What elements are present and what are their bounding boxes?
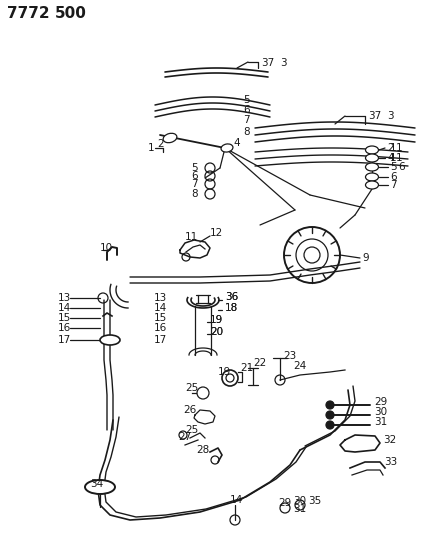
Text: 36: 36 [225, 292, 238, 302]
Ellipse shape [85, 480, 115, 494]
Text: 6: 6 [398, 162, 405, 172]
Ellipse shape [366, 173, 378, 181]
Text: 30: 30 [374, 407, 387, 417]
Text: 6: 6 [243, 105, 250, 115]
Text: 20: 20 [210, 327, 223, 337]
Text: 25: 25 [185, 425, 198, 435]
Text: 28: 28 [196, 445, 209, 455]
Text: 36: 36 [225, 292, 238, 302]
Text: 8: 8 [243, 127, 250, 137]
Text: 22: 22 [253, 358, 266, 368]
Text: 25: 25 [185, 383, 198, 393]
Text: 3: 3 [280, 58, 287, 68]
Text: 9: 9 [362, 253, 369, 263]
Text: 7772: 7772 [7, 6, 50, 21]
Text: 24: 24 [293, 361, 306, 371]
Circle shape [326, 411, 334, 419]
Text: 29: 29 [374, 397, 387, 407]
Text: 31: 31 [293, 504, 306, 514]
Text: 7: 7 [243, 115, 250, 125]
Text: 19: 19 [210, 315, 223, 325]
Ellipse shape [163, 133, 177, 143]
Text: 14: 14 [154, 303, 167, 313]
Text: 33: 33 [384, 457, 397, 467]
Text: 34: 34 [90, 479, 103, 489]
Ellipse shape [100, 335, 120, 345]
Text: 12: 12 [210, 228, 223, 238]
Text: 11: 11 [185, 232, 198, 242]
Text: 27: 27 [178, 432, 191, 442]
Text: 6: 6 [191, 171, 198, 181]
Text: 26: 26 [183, 405, 196, 415]
Ellipse shape [366, 163, 378, 171]
Ellipse shape [366, 154, 378, 162]
Text: 15: 15 [154, 313, 167, 323]
Text: 29: 29 [278, 498, 291, 508]
Text: 5: 5 [191, 163, 198, 173]
Text: 35: 35 [308, 496, 321, 506]
Text: 13: 13 [154, 293, 167, 303]
Text: 1: 1 [148, 143, 154, 153]
Text: 5: 5 [243, 95, 250, 105]
Text: 2: 2 [157, 139, 163, 149]
Text: 16: 16 [154, 323, 167, 333]
Text: 20: 20 [210, 327, 223, 337]
Text: 6: 6 [390, 172, 397, 182]
Text: 31: 31 [374, 417, 387, 427]
Text: 18: 18 [225, 303, 238, 313]
Text: 21: 21 [240, 363, 253, 373]
Text: 13: 13 [58, 293, 71, 303]
Text: 17: 17 [154, 335, 167, 345]
Text: 500: 500 [55, 6, 87, 21]
Text: 32: 32 [383, 435, 396, 445]
Text: 4: 4 [387, 153, 394, 163]
Ellipse shape [221, 144, 233, 152]
Text: 1: 1 [396, 153, 403, 163]
Text: 19: 19 [218, 367, 231, 377]
Text: 14: 14 [58, 303, 71, 313]
Text: 30: 30 [293, 496, 306, 506]
Text: 1: 1 [396, 143, 403, 153]
Text: 5: 5 [390, 162, 397, 172]
Text: 4: 4 [233, 138, 240, 148]
Text: 17: 17 [58, 335, 71, 345]
Text: 14: 14 [230, 495, 243, 505]
Text: 16: 16 [58, 323, 71, 333]
Text: 37: 37 [368, 111, 381, 121]
Circle shape [326, 401, 334, 409]
Text: 2: 2 [387, 143, 394, 153]
Text: 8: 8 [191, 189, 198, 199]
Text: 1: 1 [390, 153, 397, 163]
Text: 10: 10 [100, 243, 113, 253]
Ellipse shape [366, 146, 378, 154]
Text: 1: 1 [390, 143, 397, 153]
Text: 15: 15 [58, 313, 71, 323]
Text: 37: 37 [261, 58, 274, 68]
Text: 18: 18 [225, 303, 238, 313]
Circle shape [326, 421, 334, 429]
Ellipse shape [366, 181, 378, 189]
Text: 7: 7 [191, 179, 198, 189]
Text: 19: 19 [210, 315, 223, 325]
Text: 23: 23 [283, 351, 296, 361]
Text: 3: 3 [387, 111, 394, 121]
Text: 7: 7 [390, 180, 397, 190]
